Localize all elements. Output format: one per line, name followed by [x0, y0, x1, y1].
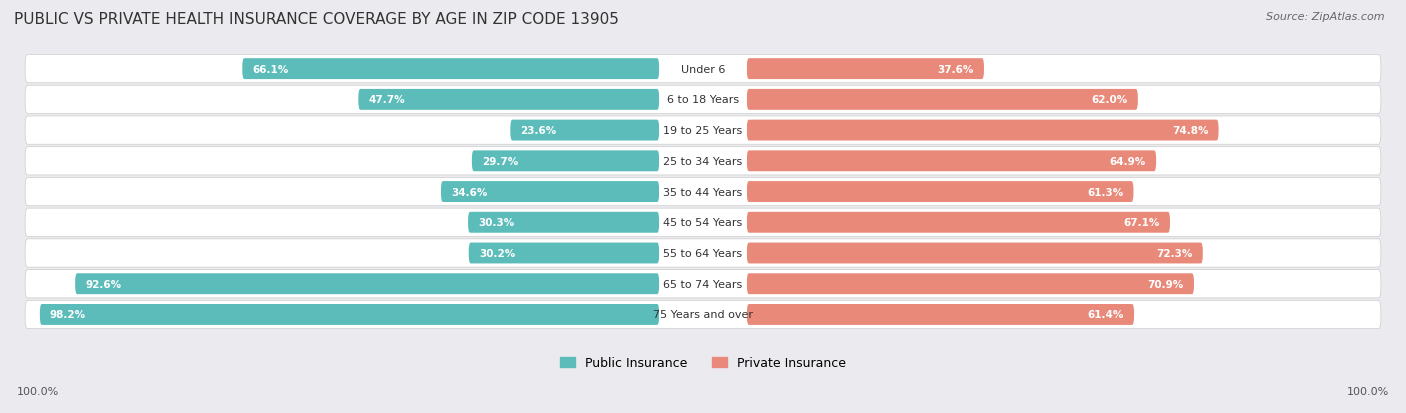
FancyBboxPatch shape: [25, 86, 1381, 114]
Text: 64.9%: 64.9%: [1109, 157, 1146, 166]
FancyBboxPatch shape: [25, 55, 1381, 83]
Text: 74.8%: 74.8%: [1173, 126, 1209, 136]
Text: 61.4%: 61.4%: [1088, 310, 1123, 320]
Text: 67.1%: 67.1%: [1123, 218, 1160, 228]
FancyBboxPatch shape: [510, 120, 659, 141]
FancyBboxPatch shape: [659, 90, 747, 111]
Text: 29.7%: 29.7%: [482, 157, 519, 166]
Text: 6 to 18 Years: 6 to 18 Years: [666, 95, 740, 105]
Text: 25 to 34 Years: 25 to 34 Years: [664, 157, 742, 166]
Text: 45 to 54 Years: 45 to 54 Years: [664, 218, 742, 228]
FancyBboxPatch shape: [747, 151, 1156, 172]
Text: 92.6%: 92.6%: [86, 279, 121, 289]
FancyBboxPatch shape: [39, 304, 659, 325]
Text: 23.6%: 23.6%: [520, 126, 557, 136]
Text: 66.1%: 66.1%: [253, 64, 288, 74]
FancyBboxPatch shape: [659, 212, 747, 233]
FancyBboxPatch shape: [659, 59, 747, 80]
Text: 70.9%: 70.9%: [1147, 279, 1184, 289]
FancyBboxPatch shape: [25, 178, 1381, 206]
FancyBboxPatch shape: [659, 243, 747, 264]
FancyBboxPatch shape: [359, 90, 659, 111]
FancyBboxPatch shape: [747, 274, 1194, 294]
FancyBboxPatch shape: [659, 182, 747, 202]
FancyBboxPatch shape: [747, 182, 1133, 202]
FancyBboxPatch shape: [468, 243, 659, 264]
Text: 62.0%: 62.0%: [1091, 95, 1128, 105]
FancyBboxPatch shape: [659, 304, 747, 325]
Legend: Public Insurance, Private Insurance: Public Insurance, Private Insurance: [555, 351, 851, 374]
Text: 98.2%: 98.2%: [51, 310, 86, 320]
FancyBboxPatch shape: [25, 147, 1381, 176]
Text: PUBLIC VS PRIVATE HEALTH INSURANCE COVERAGE BY AGE IN ZIP CODE 13905: PUBLIC VS PRIVATE HEALTH INSURANCE COVER…: [14, 12, 619, 27]
FancyBboxPatch shape: [25, 270, 1381, 298]
FancyBboxPatch shape: [242, 59, 659, 80]
Text: 37.6%: 37.6%: [938, 64, 974, 74]
FancyBboxPatch shape: [747, 59, 984, 80]
FancyBboxPatch shape: [659, 151, 747, 172]
FancyBboxPatch shape: [25, 116, 1381, 145]
FancyBboxPatch shape: [75, 274, 659, 294]
Text: 61.3%: 61.3%: [1087, 187, 1123, 197]
FancyBboxPatch shape: [25, 301, 1381, 329]
Text: 30.2%: 30.2%: [479, 248, 515, 259]
Text: 35 to 44 Years: 35 to 44 Years: [664, 187, 742, 197]
FancyBboxPatch shape: [747, 120, 1219, 141]
FancyBboxPatch shape: [25, 209, 1381, 237]
FancyBboxPatch shape: [472, 151, 659, 172]
Text: 47.7%: 47.7%: [368, 95, 405, 105]
Text: 65 to 74 Years: 65 to 74 Years: [664, 279, 742, 289]
Text: 72.3%: 72.3%: [1156, 248, 1192, 259]
Text: 100.0%: 100.0%: [1347, 387, 1389, 396]
FancyBboxPatch shape: [747, 243, 1202, 264]
Text: 30.3%: 30.3%: [478, 218, 515, 228]
FancyBboxPatch shape: [747, 212, 1170, 233]
Text: Source: ZipAtlas.com: Source: ZipAtlas.com: [1267, 12, 1385, 22]
FancyBboxPatch shape: [441, 182, 659, 202]
Text: Under 6: Under 6: [681, 64, 725, 74]
Text: 34.6%: 34.6%: [451, 187, 488, 197]
FancyBboxPatch shape: [659, 274, 747, 294]
Text: 100.0%: 100.0%: [17, 387, 59, 396]
Text: 55 to 64 Years: 55 to 64 Years: [664, 248, 742, 259]
FancyBboxPatch shape: [747, 304, 1135, 325]
Text: 19 to 25 Years: 19 to 25 Years: [664, 126, 742, 136]
FancyBboxPatch shape: [659, 120, 747, 141]
Text: 75 Years and over: 75 Years and over: [652, 310, 754, 320]
FancyBboxPatch shape: [25, 239, 1381, 268]
FancyBboxPatch shape: [468, 212, 659, 233]
FancyBboxPatch shape: [747, 90, 1137, 111]
